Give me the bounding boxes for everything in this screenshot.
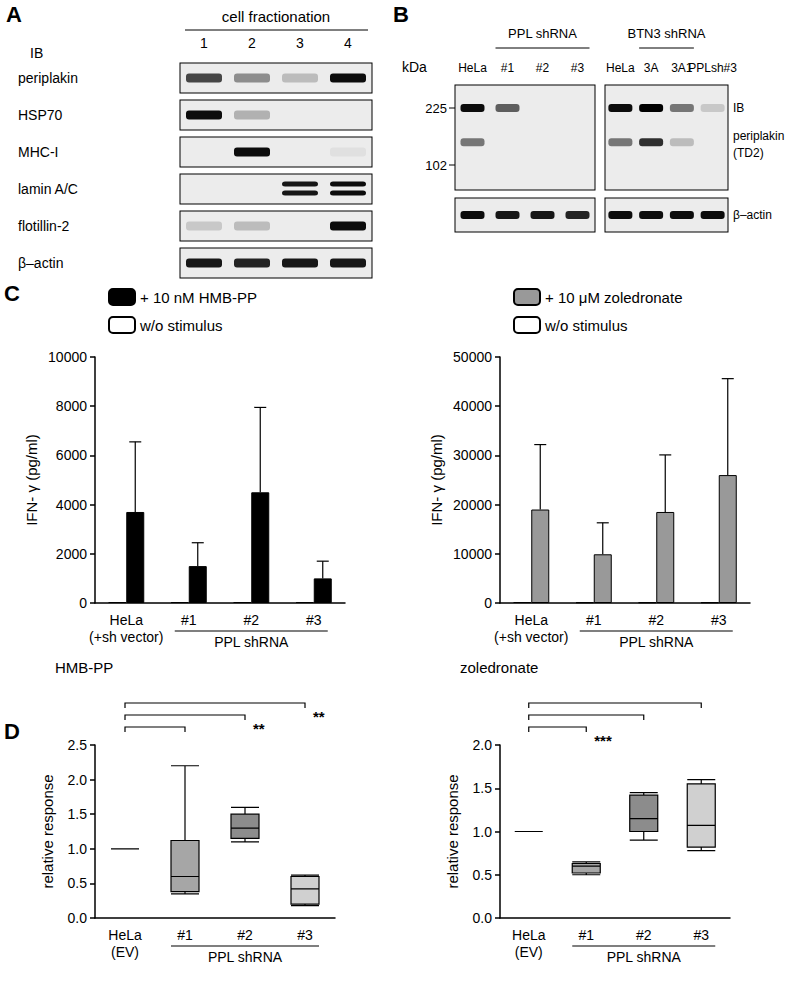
svg-text:0: 0: [79, 595, 87, 611]
svg-text:10000: 10000: [453, 546, 492, 562]
svg-text:#3: #3: [711, 612, 727, 628]
svg-text:zoledronate: zoledronate: [460, 659, 538, 676]
svg-text:B: B: [393, 2, 409, 27]
svg-text:(TD2): (TD2): [733, 146, 764, 160]
svg-text:β–actin: β–actin: [18, 255, 63, 271]
svg-text:w/o stimulus: w/o stimulus: [544, 317, 628, 334]
svg-text:(EV): (EV): [515, 944, 543, 960]
svg-text:#3: #3: [571, 61, 585, 75]
svg-text:3: 3: [296, 35, 304, 51]
svg-text:HeLa: HeLa: [108, 927, 142, 943]
svg-text:**: **: [313, 708, 325, 725]
svg-text:PPLsh#3: PPLsh#3: [688, 61, 737, 75]
svg-text:0.0: 0.0: [68, 910, 88, 926]
svg-text:w/o stimulus: w/o stimulus: [139, 317, 223, 334]
svg-text:#2: #2: [237, 927, 253, 943]
svg-text:periplakin: periplakin: [18, 70, 78, 86]
svg-text:1.0: 1.0: [68, 841, 88, 857]
svg-text:(+sh vector): (+sh vector): [494, 629, 568, 645]
svg-text:#2: #2: [536, 61, 550, 75]
svg-text:periplakin: periplakin: [733, 129, 784, 143]
svg-text:0.5: 0.5: [473, 867, 493, 883]
svg-text:cell fractionation: cell fractionation: [222, 8, 330, 25]
svg-text:MHC-I: MHC-I: [18, 144, 58, 160]
svg-text:+ 10 nM HMB-PP: + 10 nM HMB-PP: [140, 289, 257, 306]
svg-text:0.0: 0.0: [473, 910, 493, 926]
svg-text:3A1: 3A1: [671, 61, 693, 75]
svg-text:IFN- γ (pg/ml): IFN- γ (pg/ml): [428, 434, 445, 526]
svg-text:β–actin: β–actin: [733, 208, 772, 222]
svg-text:**: **: [253, 720, 265, 737]
svg-text:1.0: 1.0: [473, 824, 493, 840]
svg-text:1: 1: [200, 35, 208, 51]
svg-text:IFN- γ (pg/ml): IFN- γ (pg/ml): [23, 434, 40, 526]
svg-text:(EV): (EV): [111, 944, 139, 960]
svg-text:#2: #2: [636, 927, 652, 943]
svg-text:#1: #1: [586, 612, 602, 628]
svg-text:IB: IB: [30, 45, 43, 61]
svg-text:kDa: kDa: [402, 59, 427, 75]
svg-text:(+sh vector): (+sh vector): [89, 629, 163, 645]
svg-text:D: D: [4, 719, 20, 744]
svg-text:2000: 2000: [56, 546, 87, 562]
svg-text:#3: #3: [297, 927, 313, 943]
svg-text:HSP70: HSP70: [18, 107, 63, 123]
svg-text:PPL shRNA: PPL shRNA: [208, 949, 283, 965]
svg-text:HMB-PP: HMB-PP: [55, 659, 113, 676]
svg-text:4000: 4000: [56, 497, 87, 513]
svg-text:30000: 30000: [453, 447, 492, 463]
svg-text:2.0: 2.0: [473, 737, 493, 753]
svg-text:0.5: 0.5: [68, 875, 88, 891]
svg-text:2: 2: [248, 35, 256, 51]
svg-text:PPL shRNA: PPL shRNA: [607, 949, 682, 965]
svg-text:#3: #3: [693, 927, 709, 943]
svg-text:10000: 10000: [48, 349, 87, 365]
svg-text:HeLa: HeLa: [512, 927, 546, 943]
svg-text:BTN3 shRNA: BTN3 shRNA: [627, 26, 705, 41]
svg-text:20000: 20000: [453, 497, 492, 513]
svg-text:3A: 3A: [644, 61, 659, 75]
svg-text:PPL shRNA: PPL shRNA: [508, 26, 577, 41]
svg-text:225: 225: [425, 101, 447, 116]
svg-text:HeLa: HeLa: [110, 612, 144, 628]
svg-text:#2: #2: [243, 612, 259, 628]
svg-text:HeLa: HeLa: [515, 612, 549, 628]
svg-text:HeLa: HeLa: [458, 61, 487, 75]
svg-text:+ 10 μM zoledronate: + 10 μM zoledronate: [545, 289, 682, 306]
svg-text:lamin A/C: lamin A/C: [18, 181, 78, 197]
svg-text:6000: 6000: [56, 447, 87, 463]
svg-text:#3: #3: [306, 612, 322, 628]
svg-text:PPL shRNA: PPL shRNA: [619, 634, 694, 650]
svg-text:IB: IB: [733, 101, 744, 115]
svg-text:#1: #1: [578, 927, 594, 943]
svg-text:2.5: 2.5: [68, 737, 88, 753]
svg-text:C: C: [4, 281, 20, 306]
svg-text:HeLa: HeLa: [606, 61, 635, 75]
svg-text:1.5: 1.5: [473, 780, 493, 796]
svg-text:flotillin-2: flotillin-2: [18, 218, 70, 234]
svg-text:50000: 50000: [453, 349, 492, 365]
svg-text:#2: #2: [648, 612, 664, 628]
svg-text:#1: #1: [177, 927, 193, 943]
svg-text:#1: #1: [181, 612, 197, 628]
svg-text:1.5: 1.5: [68, 806, 88, 822]
svg-text:PPL shRNA: PPL shRNA: [214, 634, 289, 650]
svg-text:2.0: 2.0: [68, 772, 88, 788]
svg-text:#1: #1: [501, 61, 515, 75]
svg-text:relative response: relative response: [444, 774, 461, 888]
svg-text:102: 102: [425, 158, 447, 173]
svg-text:0: 0: [484, 595, 492, 611]
svg-text:A: A: [6, 2, 22, 27]
svg-text:8000: 8000: [56, 398, 87, 414]
svg-text:4: 4: [344, 35, 352, 51]
svg-text:relative response: relative response: [39, 774, 56, 888]
svg-text:***: ***: [594, 732, 612, 749]
svg-text:40000: 40000: [453, 398, 492, 414]
